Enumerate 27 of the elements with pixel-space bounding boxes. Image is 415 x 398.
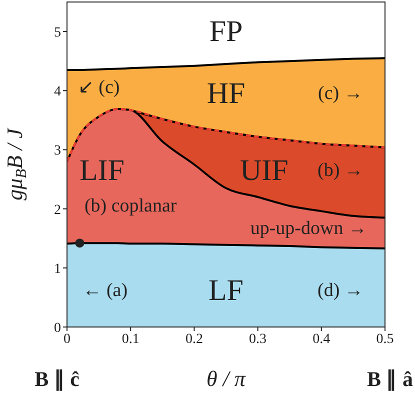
text: B ∥ ĉ	[34, 367, 80, 391]
annotation: HF	[206, 77, 246, 110]
y-tick-label: 3	[54, 144, 61, 159]
annotation: (b) coplanar	[84, 195, 178, 216]
annotation: LIF	[79, 154, 124, 187]
annotation: LF	[208, 274, 244, 307]
annotation: up-up-down →	[250, 218, 367, 239]
annotation: (c) →	[318, 83, 363, 104]
x-axis-title: θ / π	[206, 366, 246, 391]
annotation: FP	[209, 15, 243, 48]
y-tick-label: 0	[54, 320, 61, 336]
annotation: (d) →	[318, 280, 364, 301]
x-tick-label: 0.1	[122, 332, 140, 347]
x-tick-label: 0.2	[185, 332, 203, 347]
x-tick-label: 0.5	[376, 332, 394, 347]
y-tick-label: 4	[54, 84, 61, 100]
text: B ∥ â	[366, 367, 414, 391]
annotation: UIF	[240, 154, 288, 187]
y-tick-label: 5	[54, 26, 61, 41]
annotation: (b) →	[318, 160, 364, 181]
y-tick-label: 1	[54, 262, 61, 277]
y-tick-label: 2	[54, 202, 61, 218]
x-tick-label: 0.4	[312, 332, 330, 347]
x-tick-label: 0.3	[249, 332, 267, 347]
x-tick-label: 0	[64, 332, 70, 347]
annotation: ← (a)	[82, 280, 128, 301]
annotation: ↙ (c)	[78, 77, 120, 98]
